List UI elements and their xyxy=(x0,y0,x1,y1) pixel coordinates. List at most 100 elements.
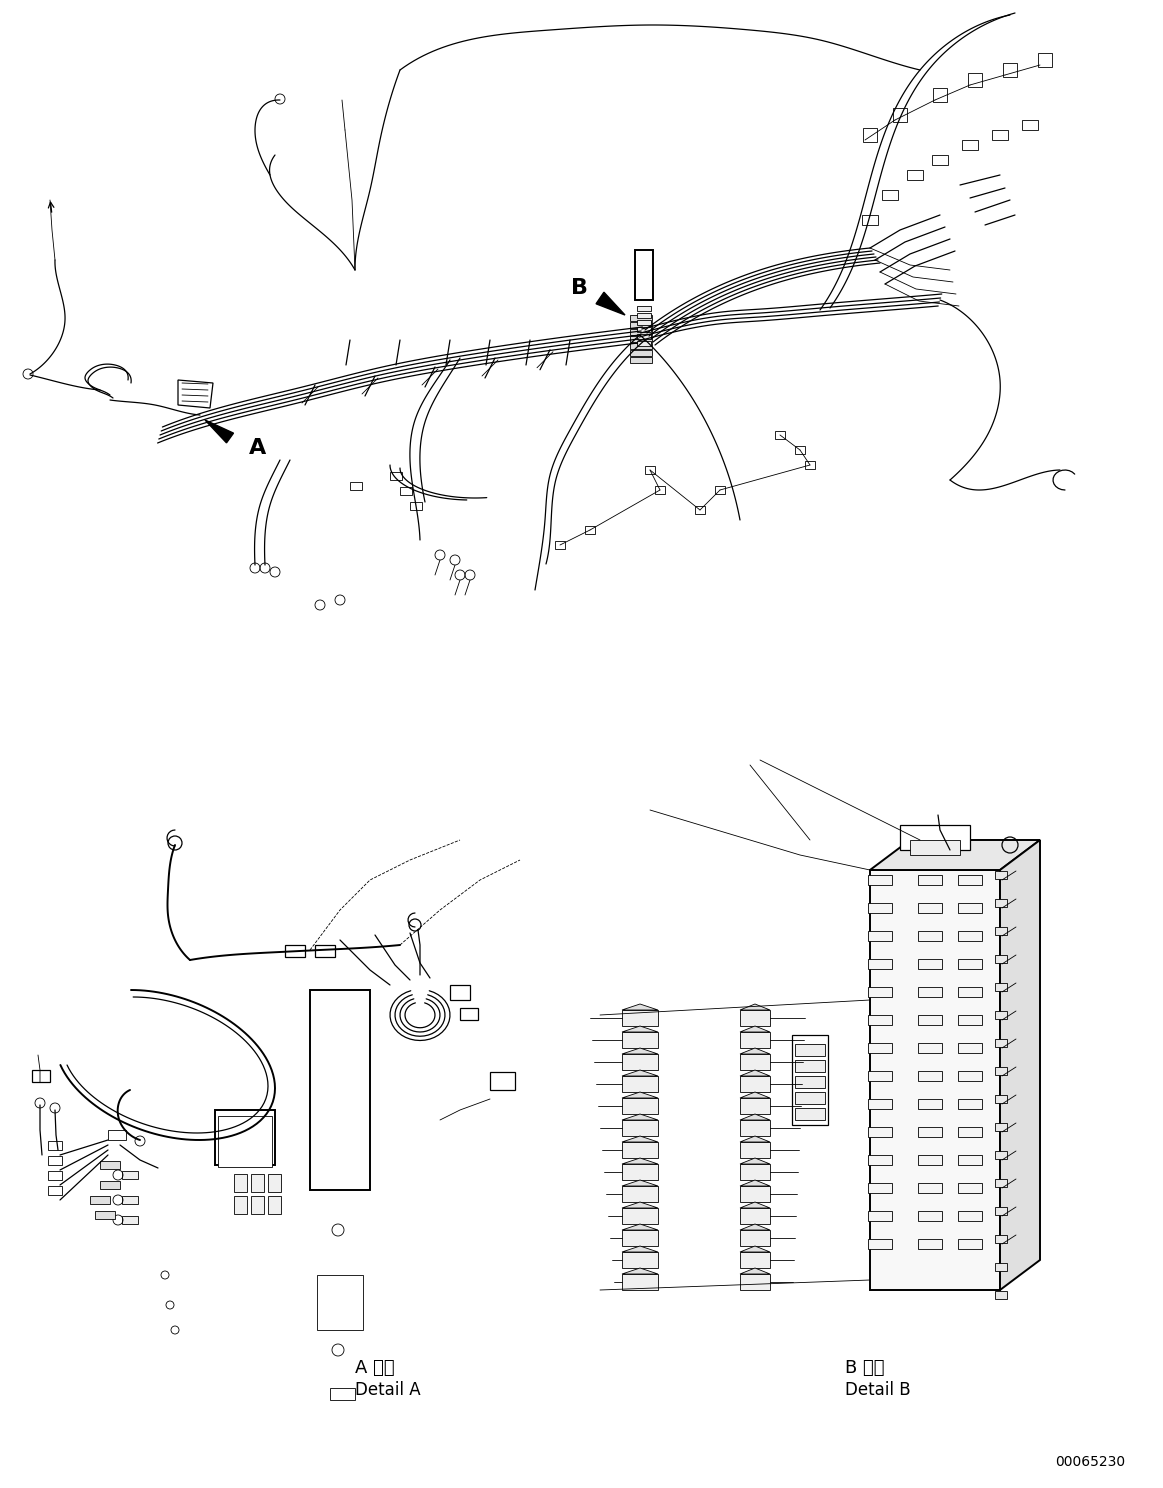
Bar xyxy=(637,327,651,332)
Bar xyxy=(330,1388,355,1400)
Bar xyxy=(918,903,942,914)
Bar xyxy=(996,899,1007,908)
Bar xyxy=(996,1123,1007,1131)
Polygon shape xyxy=(870,870,1000,1290)
Bar xyxy=(95,1211,115,1219)
Bar xyxy=(122,1171,138,1178)
Bar xyxy=(795,1076,825,1088)
Polygon shape xyxy=(740,1274,770,1290)
Bar xyxy=(795,1092,825,1104)
Polygon shape xyxy=(740,1231,770,1245)
Bar xyxy=(909,841,959,856)
Polygon shape xyxy=(740,1092,770,1098)
Bar xyxy=(918,1071,942,1080)
Polygon shape xyxy=(622,1208,658,1225)
Polygon shape xyxy=(740,1048,770,1054)
Bar xyxy=(868,1183,892,1193)
Bar xyxy=(958,1071,982,1080)
Bar xyxy=(996,1263,1007,1271)
Text: A 詳細: A 詳細 xyxy=(355,1359,394,1376)
Polygon shape xyxy=(622,1004,658,1010)
Polygon shape xyxy=(622,1180,658,1186)
Polygon shape xyxy=(740,1076,770,1092)
Polygon shape xyxy=(1000,841,1040,1290)
Bar xyxy=(251,1196,264,1214)
Bar xyxy=(90,1196,110,1204)
Text: B: B xyxy=(571,278,588,298)
Bar xyxy=(868,1211,892,1222)
Bar xyxy=(122,1196,138,1204)
Bar xyxy=(33,1070,50,1082)
Bar xyxy=(862,214,878,225)
Bar xyxy=(1022,121,1039,129)
Bar xyxy=(285,945,305,957)
Polygon shape xyxy=(740,1010,770,1027)
Bar xyxy=(868,1126,892,1137)
Bar xyxy=(317,1275,363,1330)
Polygon shape xyxy=(622,1164,658,1180)
Bar xyxy=(400,487,412,496)
Polygon shape xyxy=(622,1225,658,1231)
Polygon shape xyxy=(622,1048,658,1054)
Bar xyxy=(918,875,942,885)
Bar xyxy=(958,1183,982,1193)
Bar xyxy=(918,1240,942,1248)
Bar xyxy=(958,1015,982,1025)
Bar xyxy=(863,128,877,141)
Bar xyxy=(868,1155,892,1165)
Bar xyxy=(1003,62,1016,77)
Text: A: A xyxy=(249,437,266,458)
Bar xyxy=(555,542,565,549)
Bar xyxy=(996,1235,1007,1242)
Polygon shape xyxy=(740,1180,770,1186)
Polygon shape xyxy=(740,1141,770,1158)
Bar xyxy=(958,1100,982,1109)
Bar xyxy=(490,1071,515,1091)
Polygon shape xyxy=(622,1268,658,1274)
Polygon shape xyxy=(740,1225,770,1231)
Bar xyxy=(918,1183,942,1193)
Polygon shape xyxy=(740,1135,770,1141)
Bar xyxy=(996,1152,1007,1159)
Bar xyxy=(918,1126,942,1137)
Bar xyxy=(775,432,785,439)
Polygon shape xyxy=(740,1027,770,1033)
Bar xyxy=(958,1211,982,1222)
Bar xyxy=(996,1010,1007,1019)
Polygon shape xyxy=(740,1115,770,1120)
Bar xyxy=(655,487,665,494)
Polygon shape xyxy=(740,1186,770,1202)
Polygon shape xyxy=(740,1251,770,1268)
Polygon shape xyxy=(622,1202,658,1208)
Bar xyxy=(868,903,892,914)
Bar xyxy=(630,315,652,321)
Bar xyxy=(868,1240,892,1248)
Bar xyxy=(992,129,1008,140)
Bar xyxy=(251,1174,264,1192)
Polygon shape xyxy=(622,1070,658,1076)
Text: B 詳細: B 詳細 xyxy=(846,1359,885,1376)
Bar xyxy=(868,958,892,969)
Bar xyxy=(217,1116,272,1167)
Bar xyxy=(868,1043,892,1054)
Bar xyxy=(411,501,422,510)
Polygon shape xyxy=(622,1141,658,1158)
Bar xyxy=(637,341,651,347)
Polygon shape xyxy=(740,1120,770,1135)
Bar xyxy=(630,350,652,356)
Bar xyxy=(630,344,652,350)
Bar xyxy=(637,333,651,339)
Bar xyxy=(918,1100,942,1109)
Bar xyxy=(108,1129,126,1140)
Polygon shape xyxy=(622,1251,658,1268)
Bar xyxy=(907,170,923,180)
Bar xyxy=(996,1207,1007,1216)
Bar xyxy=(1039,54,1053,67)
Polygon shape xyxy=(622,1010,658,1027)
Bar xyxy=(637,320,651,324)
Bar xyxy=(100,1161,120,1170)
Bar xyxy=(315,945,335,957)
Bar xyxy=(958,931,982,940)
Bar xyxy=(630,357,652,363)
Bar xyxy=(637,312,651,318)
